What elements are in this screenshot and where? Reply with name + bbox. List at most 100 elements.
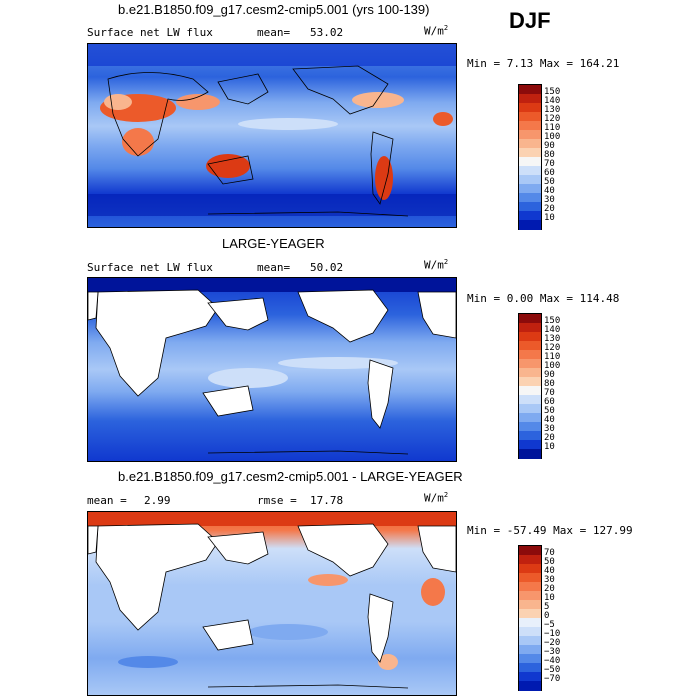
colorbar-swatch [519,341,541,351]
colorbar-swatch [519,440,541,450]
panel1-units: W/m2 [424,24,449,38]
colorbar-swatch [519,148,541,158]
colorbar-swatch [519,323,541,333]
colorbar-swatch [519,139,541,149]
colorbar-swatch [519,600,541,610]
colorbar-swatch [519,193,541,203]
colorbar-swatch [519,94,541,104]
colorbar-tick-label: −70 [544,674,561,684]
colorbar-tick-label: 90 [544,141,555,151]
colorbar-tick-label: 130 [544,334,561,344]
panel2-units: W/m2 [424,258,449,272]
panel3-units: W/m2 [424,491,449,505]
colorbar-swatch [519,591,541,601]
colorbar-swatch [519,573,541,583]
colorbar-swatch [519,636,541,646]
panel1-variable-label: Surface net LW flux [87,26,213,39]
season-label: DJF [509,8,551,33]
colorbar-swatch [519,332,541,342]
colorbar-tick-label: 120 [544,343,561,353]
colorbar-swatch [519,654,541,664]
colorbar-swatch [519,112,541,122]
panel2-colorbar-scale [518,313,542,459]
colorbar-swatch [519,618,541,628]
colorbar-tick-label: 5 [544,602,550,612]
panel3-colorbar: 70 50 40 30 20 10 5 0 −5 −10 −20 −30 −40 −50 −70 [518,545,578,691]
colorbar-swatch [519,555,541,565]
colorbar-swatch [519,422,541,432]
colorbar-swatch [519,395,541,405]
colorbar-swatch [519,85,541,95]
colorbar-swatch [519,220,541,230]
panel3-rmse-value: 17.78 [310,494,344,507]
colorbar-swatch [519,103,541,113]
colorbar-tick-label: 40 [544,415,555,425]
colorbar-tick-label: 110 [544,352,561,362]
colorbar-swatch [519,546,541,556]
colorbar-tick-label: −20 [544,638,561,648]
colorbar-tick-label: 130 [544,105,561,115]
colorbar-tick-label: 10 [544,213,555,223]
colorbar-swatch [519,202,541,212]
colorbar-tick-label: −50 [544,665,561,675]
colorbar-tick-label: −5 [544,620,555,630]
panel3-minmax: Min = -57.49 Max = 127.99 [467,524,633,537]
colorbar-tick-label: 30 [544,575,555,585]
colorbar-tick-label: 80 [544,379,555,389]
colorbar-swatch [519,175,541,185]
colorbar-tick-label: 40 [544,186,555,196]
colorbar-swatch [519,627,541,637]
colorbar-tick-label: 50 [544,557,555,567]
colorbar-swatch [519,211,541,221]
colorbar-tick-label: 120 [544,114,561,124]
panel1-minmax: Min = 7.13 Max = 164.21 [467,57,620,70]
panel1-mean-value: 53.02 [310,26,344,39]
colorbar-tick-label: 20 [544,433,555,443]
colorbar-swatch [519,377,541,387]
colorbar-swatch [519,582,541,592]
panel2-colorbar: 150 140 130 120 110 100 90 80 70 60 50 40 30 20 10 [518,313,578,459]
colorbar-swatch [519,404,541,414]
colorbar-tick-label: 20 [544,584,555,594]
colorbar-swatch [519,359,541,369]
colorbar-swatch [519,121,541,131]
colorbar-tick-label: 150 [544,87,561,97]
colorbar-swatch [519,350,541,360]
colorbar-swatch [519,645,541,655]
colorbar-tick-label: 110 [544,123,561,133]
colorbar-swatch [519,157,541,167]
colorbar-swatch [519,130,541,140]
colorbar-swatch [519,681,541,691]
panel2-mean-label: mean= [257,261,291,274]
colorbar-swatch [519,184,541,194]
colorbar-tick-label: −30 [544,647,561,657]
panel2-title: LARGE-YEAGER [222,236,325,251]
colorbar-swatch [519,386,541,396]
colorbar-tick-label: 60 [544,168,555,178]
panel3-rmse-label: rmse = [257,494,297,507]
panel1-mean-label: mean= [257,26,291,39]
colorbar-tick-label: 70 [544,548,555,558]
panel2-minmax: Min = 0.00 Max = 114.48 [467,292,620,305]
colorbar-tick-label: 140 [544,96,561,106]
colorbar-tick-label: −40 [544,656,561,666]
colorbar-tick-label: 70 [544,388,555,398]
colorbar-swatch [519,368,541,378]
panel1-colorbar-scale [518,84,542,230]
panel2-map-field [88,278,456,461]
colorbar-tick-label: 0 [544,611,550,621]
panel3-map-field [88,512,456,695]
panel3-mean-label: mean = [87,494,127,507]
panel3-colorbar-scale [518,545,542,691]
colorbar-swatch [519,672,541,682]
panel3-title: b.e21.B1850.f09_g17.cesm2-cmip5.001 - LA… [118,469,463,484]
panel1-map [87,43,457,228]
colorbar-swatch [519,564,541,574]
panel1-map-field [88,44,456,227]
colorbar-swatch [519,431,541,441]
colorbar-tick-label: 80 [544,150,555,160]
colorbar-swatch [519,166,541,176]
panel3-map [87,511,457,696]
panel2-mean-value: 50.02 [310,261,344,274]
colorbar-tick-label: 140 [544,325,561,335]
